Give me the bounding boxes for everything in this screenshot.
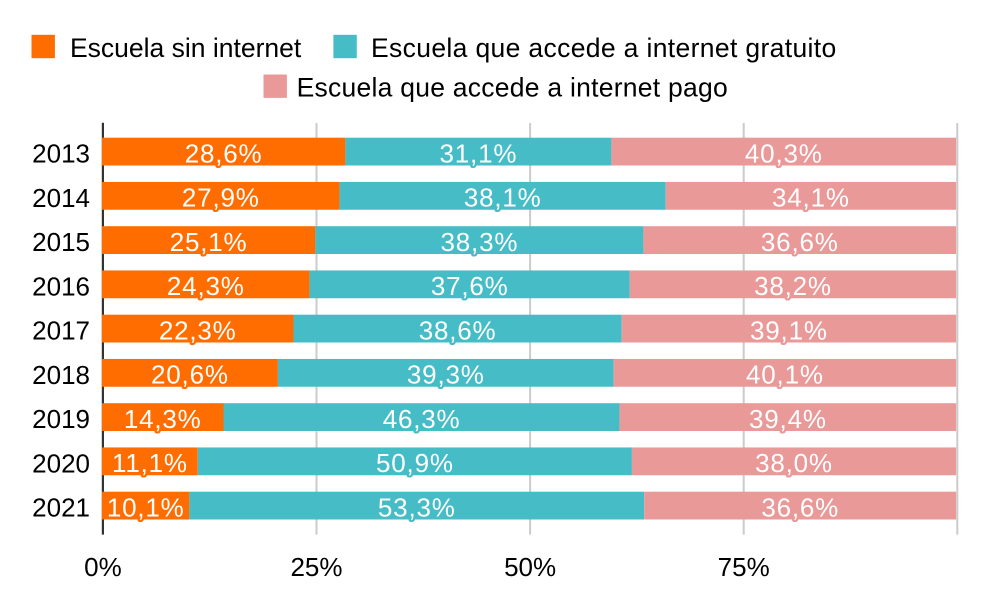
svg-text:2017: 2017 [32,316,90,346]
svg-text:2015: 2015 [32,227,90,257]
svg-text:36,6%: 36,6% [761,492,839,522]
svg-text:40,1%: 40,1% [746,360,824,390]
svg-text:22,3%: 22,3% [159,315,237,345]
svg-text:Escuela sin internet: Escuela sin internet [70,33,302,63]
svg-text:38,6%: 38,6% [419,315,497,345]
svg-text:31,1%: 31,1% [440,138,518,168]
svg-text:40,3%: 40,3% [745,138,823,168]
svg-text:2021: 2021 [32,493,90,523]
svg-text:38,1%: 38,1% [464,183,542,213]
svg-text:28,6%: 28,6% [185,138,263,168]
svg-text:38,0%: 38,0% [755,448,833,478]
svg-text:37,6%: 37,6% [431,271,509,301]
svg-text:Escuela que accede a internet: Escuela que accede a internet gratuito [371,33,837,63]
svg-text:25,1%: 25,1% [170,227,248,257]
svg-text:24,3%: 24,3% [167,271,245,301]
svg-text:2020: 2020 [32,448,90,478]
svg-text:39,1%: 39,1% [750,315,828,345]
svg-text:38,3%: 38,3% [441,227,519,257]
svg-text:34,1%: 34,1% [772,183,850,213]
svg-text:38,2%: 38,2% [754,271,832,301]
svg-text:39,3%: 39,3% [407,360,485,390]
svg-text:0%: 0% [84,552,122,582]
svg-text:14,3%: 14,3% [124,404,202,434]
svg-text:27,9%: 27,9% [182,183,260,213]
svg-text:Escuela que accede a internet: Escuela que accede a internet pago [297,73,728,103]
svg-text:50,9%: 50,9% [376,448,454,478]
svg-text:2014: 2014 [32,183,90,213]
svg-text:2016: 2016 [32,271,90,301]
svg-text:2019: 2019 [32,404,90,434]
svg-text:75%: 75% [718,552,770,582]
svg-text:2018: 2018 [32,360,90,390]
svg-text:10,1%: 10,1% [107,492,185,522]
svg-text:20,6%: 20,6% [151,360,229,390]
svg-text:46,3%: 46,3% [383,404,461,434]
svg-text:53,3%: 53,3% [378,492,456,522]
svg-text:36,6%: 36,6% [761,227,839,257]
svg-text:39,4%: 39,4% [749,404,827,434]
svg-text:11,1%: 11,1% [112,448,188,478]
svg-text:2013: 2013 [32,139,90,169]
svg-text:25%: 25% [290,552,342,582]
svg-text:50%: 50% [504,552,556,582]
